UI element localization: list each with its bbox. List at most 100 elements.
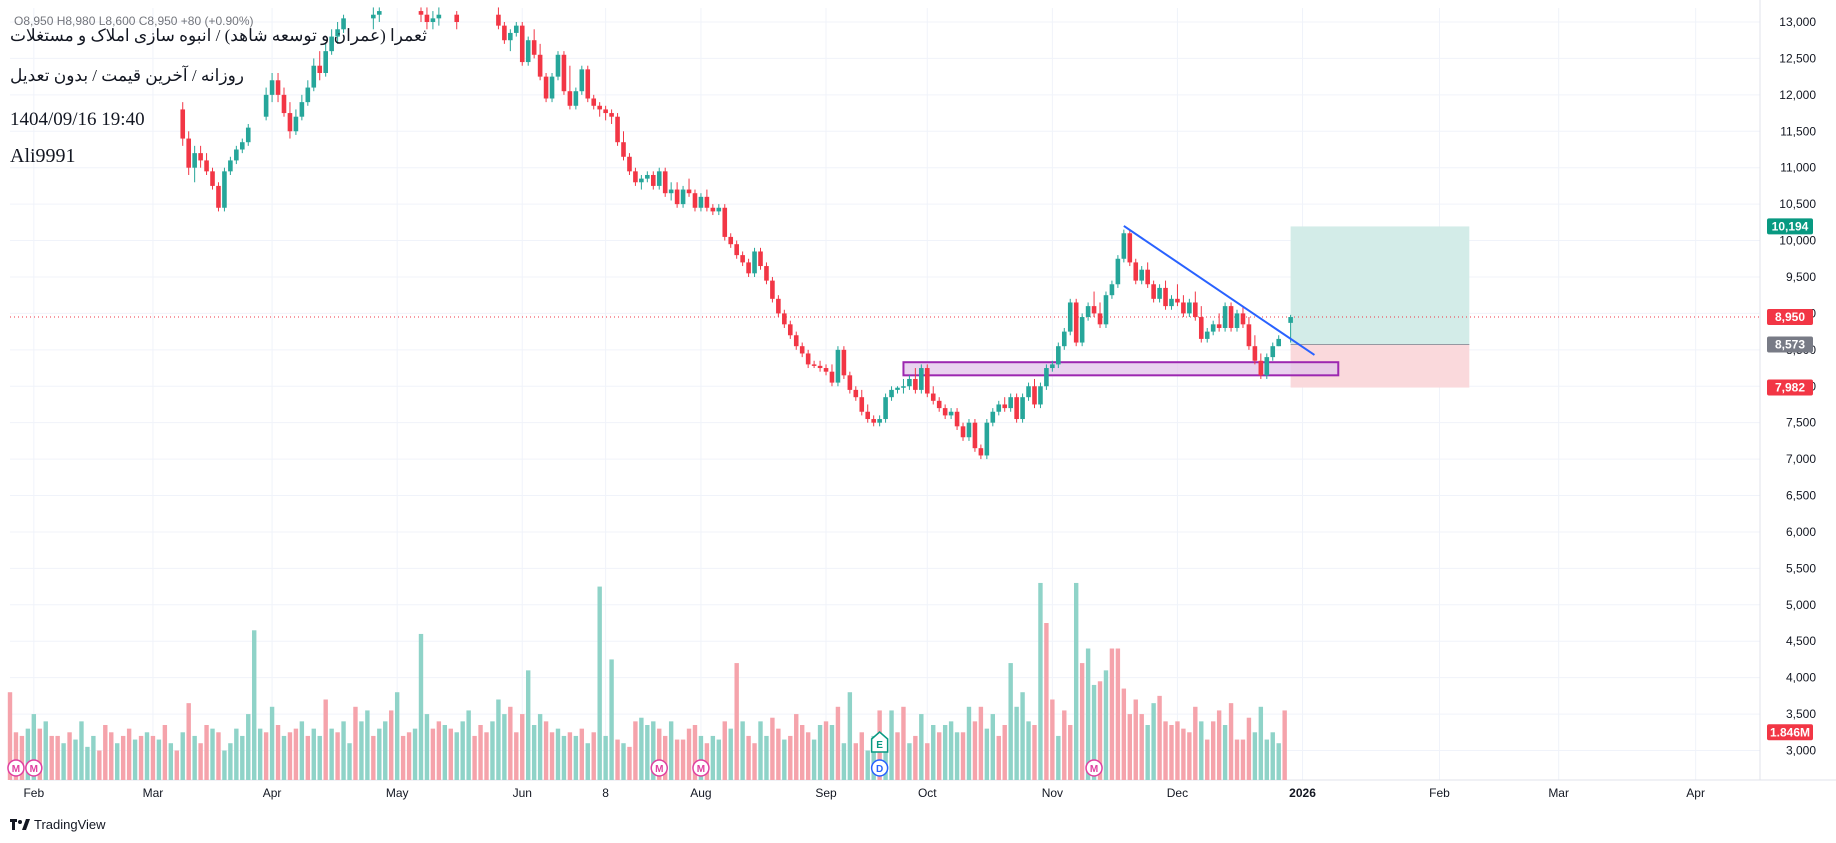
dividend-marker-letter: M (12, 764, 20, 775)
candle-body (710, 207, 716, 212)
candle-body (1008, 397, 1013, 409)
volume-bar (621, 743, 626, 780)
candle (1067, 298, 1073, 336)
earnings-marker: E (870, 731, 889, 753)
volume-bar (823, 721, 829, 780)
candle (376, 7, 382, 22)
volume-bar (615, 739, 620, 780)
time-tick-label: Mar (1548, 786, 1569, 800)
volume-bar (1073, 582, 1079, 780)
candle (1044, 364, 1049, 390)
time-tick-label: Feb (23, 786, 44, 800)
candle-body (978, 448, 984, 456)
candle-body (674, 189, 680, 205)
candle-body (376, 11, 382, 15)
time-tick-label: Mar (143, 786, 164, 800)
candle-body (204, 160, 209, 172)
candle-body (1014, 397, 1019, 420)
candle (293, 109, 299, 135)
candle (245, 123, 251, 146)
volume-bar (1270, 732, 1275, 780)
candle-body (829, 371, 835, 383)
volume-bar (603, 735, 608, 780)
dividend-marker-circle (650, 759, 668, 777)
candle (1246, 317, 1252, 350)
candle-body (1246, 324, 1252, 347)
candle (317, 51, 323, 81)
volume-bar (180, 732, 185, 780)
candle (1234, 309, 1240, 332)
candle (513, 22, 519, 37)
volume-bar (1193, 706, 1198, 780)
candle (454, 11, 460, 30)
volume-bar (1199, 721, 1204, 780)
dividend-marker: M (650, 759, 668, 777)
candle-body (1216, 324, 1222, 328)
candle (603, 105, 608, 121)
volume-bar (138, 735, 144, 780)
volume-bar (502, 714, 507, 780)
candle-body (216, 185, 221, 208)
volume-bar (430, 728, 436, 780)
candle (1014, 393, 1019, 423)
candle (561, 51, 567, 95)
candle (782, 309, 787, 328)
candle (1073, 298, 1079, 347)
candle-body (454, 14, 460, 22)
candle-body (329, 36, 334, 52)
candle-body (269, 80, 275, 95)
price-tick-label: 4,500 (1786, 634, 1816, 648)
price-tag: 8,573 (1767, 336, 1813, 353)
candle-body (656, 171, 662, 186)
candle-body (1050, 364, 1055, 369)
volume-bar (1240, 739, 1246, 780)
price-tag-bg (1767, 218, 1813, 235)
tradingview-logo[interactable]: TradingView (10, 817, 106, 832)
price-tick-label: 9,500 (1786, 270, 1816, 284)
candle-body (210, 171, 215, 186)
price-tag-text: 8,950 (1775, 310, 1805, 324)
candle-body (1127, 233, 1133, 263)
candle-body (1115, 258, 1121, 285)
candle-body (817, 365, 823, 369)
candle-body (639, 178, 644, 183)
candle-body (960, 426, 966, 438)
candle-body (734, 244, 739, 256)
volume-bar (597, 586, 602, 780)
volume-bar (758, 721, 763, 780)
candle (585, 65, 591, 103)
volume-bar (91, 735, 96, 780)
price-tick-label: 6,000 (1786, 525, 1816, 539)
candle (305, 80, 311, 106)
candle (656, 167, 662, 190)
volume-bar (1121, 688, 1127, 780)
candle-body (573, 91, 579, 106)
candle (1091, 291, 1097, 318)
candle-body (996, 404, 1002, 412)
volume-bar (1056, 735, 1061, 780)
time-tick-label: 2026 (1289, 786, 1316, 800)
volume-bar (1157, 695, 1162, 780)
candle-body (877, 419, 882, 423)
author-name: Ali9991 (10, 145, 76, 167)
symbol-title: ثعمرا (عمران و توسعه شاهد) / انبوه سازی … (10, 26, 427, 45)
candle (502, 22, 507, 44)
candle-body (1139, 269, 1145, 281)
dividend-marker-letter: M (1090, 764, 1098, 775)
candle-body (758, 251, 763, 267)
candle-body (1163, 287, 1168, 307)
candle-body (1222, 306, 1228, 328)
volume-bar (537, 714, 543, 780)
candle-body (1157, 287, 1162, 299)
candle (341, 14, 346, 33)
volume-bar (680, 739, 686, 780)
candle-body (764, 266, 769, 281)
volume-bar (1002, 725, 1007, 780)
candle (1061, 327, 1067, 350)
volume-bar (871, 735, 876, 780)
candle (817, 360, 823, 372)
volume-bar (1264, 739, 1269, 780)
volume-bar (156, 739, 162, 780)
volume-bar (371, 735, 376, 780)
